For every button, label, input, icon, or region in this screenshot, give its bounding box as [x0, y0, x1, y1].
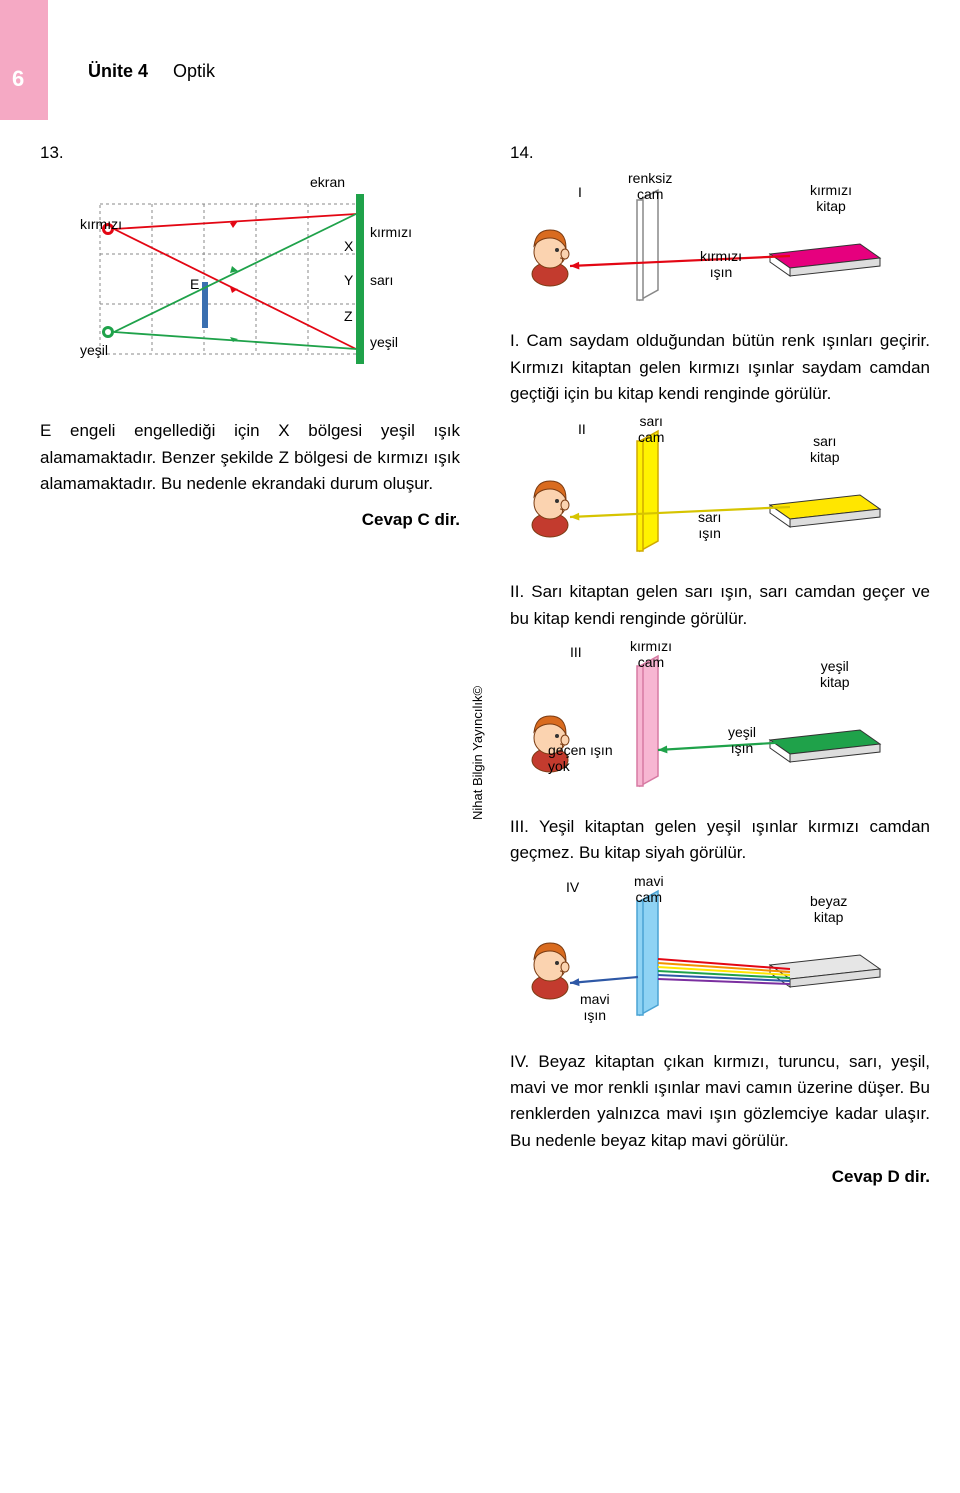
d4-roman: IV	[566, 877, 579, 899]
page-tab	[0, 0, 48, 120]
q14-diagram-IV: IV mavi cam beyaz kitap mavi ışın	[510, 875, 930, 1035]
lbl-ekran: ekran	[310, 172, 345, 194]
q14-diagram-III: III kırmızı cam yeşil kitap yeşil ışın g…	[510, 640, 930, 800]
lbl-Y: Y	[344, 270, 353, 292]
q13-answer: Cevap C dir.	[40, 507, 460, 533]
d1-roman: I	[578, 182, 582, 204]
page-number: 6	[12, 62, 24, 96]
d1-book-lbl: kırmızı kitap	[810, 182, 852, 214]
d2-light-lbl: sarı ışın	[698, 509, 721, 541]
lbl-Z: Z	[344, 306, 353, 328]
d1-glass-lbl: renksiz cam	[628, 170, 672, 202]
q14-text-III: III. Yeşil kitaptan gelen yeşil ışınlar …	[510, 814, 930, 867]
d2-roman: II	[578, 419, 586, 441]
d3-glass-lbl: kırmızı cam	[630, 638, 672, 670]
d4-light-lbl: mavi ışın	[580, 991, 610, 1023]
d2-glass-lbl: sarı cam	[638, 413, 664, 445]
q14-text-I: I. Cam saydam olduğundan bütün renk ışın…	[510, 328, 930, 407]
question-13: 13.	[40, 140, 460, 534]
q14-answer: Cevap D dir.	[510, 1164, 930, 1190]
page-header: Ünite 4 Optik	[88, 58, 215, 86]
q13-number: 13.	[40, 140, 460, 166]
q14-number: 14.	[510, 140, 930, 166]
q13-diagram: ekran kırmızı kırmızı X Y sarı Z yeşil y…	[40, 174, 460, 404]
lbl-yesil-l: yeşil	[80, 340, 108, 362]
screen-bar	[356, 194, 364, 364]
lbl-yesil-r: yeşil	[370, 332, 398, 354]
lbl-kirmizi-l: kırmızı	[80, 214, 122, 236]
d3-light-in: yeşil ışın	[728, 724, 756, 756]
d2-book-lbl: sarı kitap	[810, 433, 840, 465]
lbl-kirmizi-r: kırmızı	[370, 222, 412, 244]
d3-nopass: geçen ışın yok	[548, 742, 613, 774]
publisher-credit: Nihat Bilgin Yayıncılık©	[468, 686, 488, 820]
q14-text-IV: IV. Beyaz kitaptan çıkan kırmızı, turunc…	[510, 1049, 930, 1154]
lbl-sari: sarı	[370, 270, 393, 292]
lbl-X: X	[344, 236, 353, 258]
d1-light-lbl: kırmızı ışın	[700, 248, 742, 280]
lbl-E: E	[190, 274, 199, 296]
q13-text: E engeli engellediği için X bölgesi yeşi…	[40, 418, 460, 497]
q14-diagram-I: I renksiz cam kırmızı kitap kırmızı ışın	[510, 174, 930, 314]
unit-label: Ünite 4	[88, 61, 148, 81]
question-14: 14. I renksiz cam kırmızı kitap kırmızı …	[510, 140, 930, 1190]
topic-label: Optik	[173, 61, 215, 81]
q14-text-II: II. Sarı kitaptan gelen sarı ışın, sarı …	[510, 579, 930, 632]
d3-book-lbl: yeşil kitap	[820, 658, 850, 690]
d3-roman: III	[570, 642, 582, 664]
q14-diagram-II: II sarı cam sarı kitap sarı ışın	[510, 415, 930, 565]
d4-book-lbl: beyaz kitap	[810, 893, 847, 925]
d4-glass-lbl: mavi cam	[634, 873, 664, 905]
